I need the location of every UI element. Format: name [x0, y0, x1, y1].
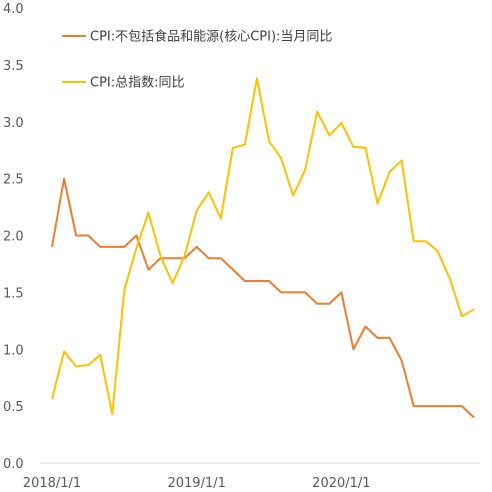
x-tick-label: 2020/1/1	[312, 476, 370, 491]
y-tick-label: 2.0	[3, 230, 24, 245]
y-tick-label: 3.0	[3, 116, 24, 131]
x-axis-tick-labels: 2018/1/1 2019/1/1 2020/1/1	[23, 476, 371, 491]
headline-cpi-line	[51, 77, 475, 416]
y-tick-label: 2.5	[3, 173, 24, 188]
y-tick-label: 0.0	[3, 457, 24, 472]
series-lines	[51, 77, 475, 419]
legend-label-core-cpi: CPI:不包括食品和能源(核心CPI):当月同比	[90, 29, 332, 45]
y-tick-label: 0.5	[3, 400, 24, 415]
core-cpi-line	[51, 177, 475, 419]
y-tick-label: 4.0	[3, 2, 24, 17]
y-tick-label: 1.0	[3, 343, 24, 358]
x-tick-label: 2019/1/1	[167, 476, 225, 491]
y-axis-tick-labels: 0.0 0.5 1.0 1.5 2.0 2.5 3.0 3.5 4.0	[3, 2, 24, 472]
y-tick-label: 1.5	[3, 286, 24, 301]
legend-label-headline-cpi: CPI:总指数:同比	[90, 76, 185, 91]
x-tick-label: 2018/1/1	[23, 476, 81, 491]
legend: CPI:不包括食品和能源(核心CPI):当月同比 CPI:总指数:同比	[62, 29, 332, 91]
y-tick-label: 3.5	[3, 59, 24, 74]
